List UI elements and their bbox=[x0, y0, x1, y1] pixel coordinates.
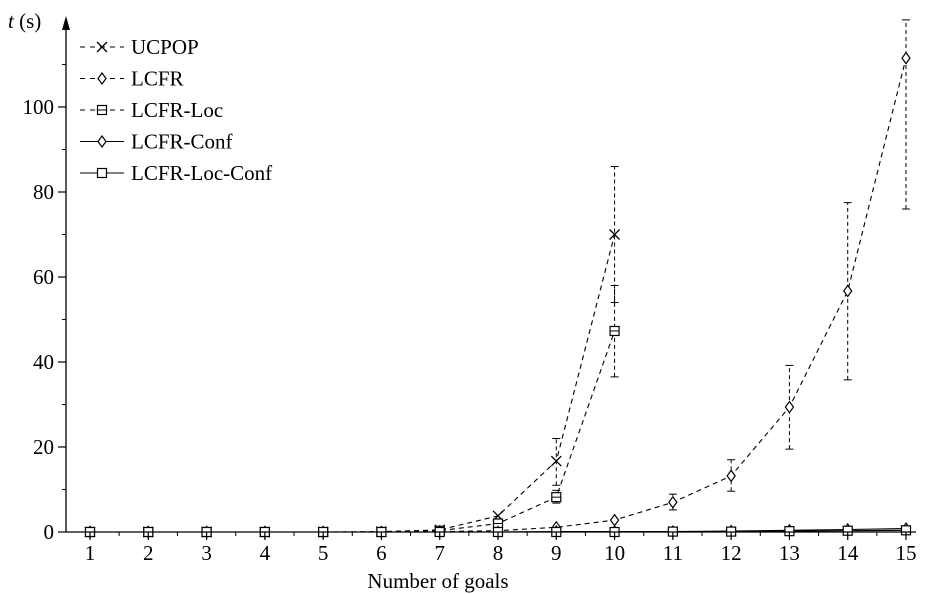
data-point bbox=[668, 495, 678, 509]
x-tick-label: 8 bbox=[493, 541, 504, 565]
legend-entry-lcfr-loc: LCFR-Loc bbox=[80, 98, 223, 122]
legend-marker bbox=[97, 134, 107, 149]
data-point bbox=[609, 513, 620, 527]
x-tick-label: 7 bbox=[434, 541, 445, 565]
y-axis-variable: t bbox=[8, 9, 15, 33]
series-line bbox=[90, 234, 616, 533]
legend-label: LCFR-Loc bbox=[131, 98, 223, 122]
legend-label: LCFR-Conf bbox=[131, 130, 233, 154]
series-ucpop bbox=[84, 166, 621, 538]
legend-label: LCFR-Loc-Conf bbox=[131, 161, 272, 185]
series-lcfr-loc bbox=[84, 285, 620, 538]
legend-label: LCFR bbox=[131, 67, 184, 91]
legend-entry-lcfr-loc-conf: LCFR-Loc-Conf bbox=[80, 161, 272, 185]
y-tick-label: 0 bbox=[44, 520, 55, 544]
y-tick-label: 40 bbox=[33, 350, 54, 374]
legend: UCPOP LCFR LCFR-Loc LCFR-Conf LCFR-Loc-Conf bbox=[80, 35, 272, 185]
x-tick-label: 14 bbox=[837, 541, 859, 565]
x-tick-label: 13 bbox=[779, 541, 800, 565]
x-tick-label: 4 bbox=[260, 541, 271, 565]
data-point bbox=[784, 400, 795, 414]
x-tick-label: 2 bbox=[143, 541, 154, 565]
legend-entry-lcfr: LCFR bbox=[80, 67, 184, 91]
legend-marker bbox=[96, 167, 108, 179]
y-tick-label: 100 bbox=[23, 95, 55, 119]
legend-entry-ucpop: UCPOP bbox=[80, 35, 199, 59]
x-tick-label: 12 bbox=[721, 541, 742, 565]
x-tick-label: 9 bbox=[551, 541, 562, 565]
y-axis-arrow-icon bbox=[62, 16, 70, 30]
data-point bbox=[550, 455, 562, 467]
data-point bbox=[609, 229, 621, 240]
x-tick-label: 1 bbox=[85, 541, 96, 565]
legend-label: UCPOP bbox=[131, 35, 199, 59]
legend-marker bbox=[97, 71, 107, 86]
data-point bbox=[842, 284, 853, 298]
legend-entry-lcfr-conf: LCFR-Conf bbox=[80, 130, 233, 154]
series-line bbox=[90, 330, 616, 533]
x-tick-label: 3 bbox=[201, 541, 212, 565]
y-axis-label: t (s) bbox=[8, 9, 41, 33]
x-axis-label: Number of goals bbox=[367, 569, 508, 593]
y-tick-label: 60 bbox=[33, 265, 54, 289]
x-tick-label: 15 bbox=[896, 541, 917, 565]
data-point bbox=[726, 469, 736, 483]
data-point bbox=[901, 51, 911, 65]
x-tick-label: 6 bbox=[376, 541, 387, 565]
y-tick-label: 20 bbox=[33, 435, 54, 459]
x-tick-label: 10 bbox=[604, 541, 625, 565]
x-tick-label: 5 bbox=[318, 541, 329, 565]
legend-marker bbox=[96, 41, 108, 53]
x-tick-label: 11 bbox=[663, 541, 683, 565]
y-axis-unit: (s) bbox=[14, 9, 41, 33]
y-tick-label: 80 bbox=[33, 180, 54, 204]
